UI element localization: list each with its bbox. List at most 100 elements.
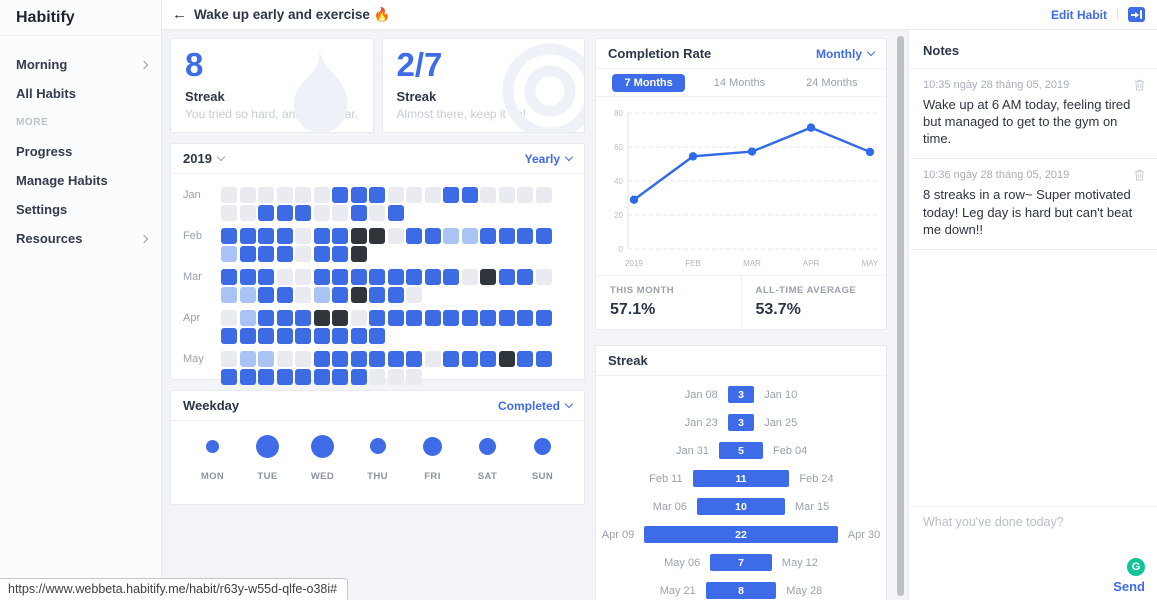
day-cell-completed[interactable]: [258, 205, 274, 221]
day-cell-completed[interactable]: [350, 269, 367, 285]
day-cell-completed[interactable]: [332, 369, 348, 385]
day-cell-none[interactable]: [461, 269, 478, 285]
day-cell-completed[interactable]: [387, 310, 404, 326]
day-cell-none[interactable]: [387, 187, 404, 203]
trash-icon[interactable]: [1134, 79, 1145, 91]
day-cell-completed[interactable]: [313, 328, 330, 344]
day-cell-completed[interactable]: [221, 228, 237, 244]
year-dropdown[interactable]: 2019: [183, 151, 226, 166]
day-cell-completed[interactable]: [424, 228, 441, 244]
day-cell-failed[interactable]: [350, 246, 367, 262]
day-cell-completed[interactable]: [258, 287, 274, 303]
day-cell-completed[interactable]: [276, 328, 293, 344]
day-cell-completed[interactable]: [313, 228, 330, 244]
day-cell-none[interactable]: [295, 246, 311, 262]
day-cell-none[interactable]: [350, 310, 367, 326]
completed-filter-dropdown[interactable]: Completed: [498, 399, 574, 413]
day-cell-completed[interactable]: [313, 269, 330, 285]
day-cell-completed[interactable]: [239, 246, 256, 262]
day-cell-partial[interactable]: [443, 228, 459, 244]
day-cell-completed[interactable]: [406, 228, 422, 244]
day-cell-completed[interactable]: [424, 310, 441, 326]
tab-14-months[interactable]: 14 Months: [713, 76, 766, 89]
day-cell-completed[interactable]: [387, 205, 404, 221]
edit-habit-button[interactable]: Edit Habit: [1051, 7, 1107, 22]
day-cell-completed[interactable]: [276, 205, 293, 221]
day-cell-completed[interactable]: [332, 228, 348, 244]
day-cell-completed[interactable]: [535, 228, 552, 244]
day-cell-completed[interactable]: [350, 328, 367, 344]
day-cell-failed[interactable]: [369, 228, 385, 244]
grammarly-icon[interactable]: G: [1127, 558, 1145, 576]
day-cell-completed[interactable]: [239, 269, 256, 285]
day-cell-completed[interactable]: [276, 310, 293, 326]
day-cell-completed[interactable]: [480, 228, 496, 244]
day-cell-completed[interactable]: [406, 269, 422, 285]
day-cell-completed[interactable]: [350, 187, 367, 203]
day-cell-none[interactable]: [313, 187, 330, 203]
day-cell-failed[interactable]: [313, 310, 330, 326]
day-cell-partial[interactable]: [221, 287, 237, 303]
day-cell-completed[interactable]: [387, 351, 404, 367]
day-cell-completed[interactable]: [369, 187, 385, 203]
sidebar-item-resources[interactable]: Resources: [0, 224, 161, 253]
day-cell-completed[interactable]: [517, 351, 533, 367]
vertical-scrollbar[interactable]: [897, 36, 904, 596]
day-cell-completed[interactable]: [332, 246, 348, 262]
day-cell-none[interactable]: [387, 369, 404, 385]
day-cell-completed[interactable]: [369, 310, 385, 326]
day-cell-completed[interactable]: [350, 205, 367, 221]
period-dropdown[interactable]: Yearly: [525, 152, 574, 166]
day-cell-completed[interactable]: [258, 246, 274, 262]
day-cell-completed[interactable]: [276, 228, 293, 244]
day-cell-completed[interactable]: [258, 369, 274, 385]
day-cell-completed[interactable]: [276, 287, 293, 303]
day-cell-none[interactable]: [313, 205, 330, 221]
collapse-panel-icon[interactable]: [1128, 7, 1145, 22]
day-cell-completed[interactable]: [517, 269, 533, 285]
day-cell-completed[interactable]: [332, 351, 348, 367]
day-cell-completed[interactable]: [498, 269, 515, 285]
sidebar-item-settings[interactable]: Settings: [0, 195, 161, 224]
day-cell-completed[interactable]: [350, 351, 367, 367]
day-cell-completed[interactable]: [221, 328, 237, 344]
day-cell-none[interactable]: [295, 228, 311, 244]
send-button[interactable]: Send: [1113, 579, 1145, 594]
day-cell-none[interactable]: [480, 187, 496, 203]
day-cell-completed[interactable]: [424, 269, 441, 285]
sidebar-item-morning[interactable]: Morning: [0, 50, 161, 79]
day-cell-completed[interactable]: [295, 369, 311, 385]
day-cell-partial[interactable]: [461, 228, 478, 244]
day-cell-completed[interactable]: [276, 246, 293, 262]
day-cell-completed[interactable]: [369, 328, 385, 344]
day-cell-completed[interactable]: [239, 369, 256, 385]
tab-24-months[interactable]: 24 Months: [806, 76, 858, 89]
day-cell-completed[interactable]: [313, 246, 330, 262]
day-cell-none[interactable]: [276, 187, 293, 203]
day-cell-completed[interactable]: [276, 369, 293, 385]
day-cell-completed[interactable]: [313, 351, 330, 367]
day-cell-none[interactable]: [295, 187, 311, 203]
day-cell-completed[interactable]: [406, 351, 422, 367]
day-cell-completed[interactable]: [498, 228, 515, 244]
tab-7-months[interactable]: 7 Months: [612, 73, 685, 92]
day-cell-completed[interactable]: [369, 287, 385, 303]
day-cell-completed[interactable]: [443, 269, 459, 285]
day-cell-none[interactable]: [221, 187, 237, 203]
day-cell-none[interactable]: [406, 287, 422, 303]
day-cell-completed[interactable]: [461, 310, 478, 326]
day-cell-none[interactable]: [276, 351, 293, 367]
day-cell-failed[interactable]: [498, 351, 515, 367]
day-cell-completed[interactable]: [517, 310, 533, 326]
day-cell-completed[interactable]: [369, 269, 385, 285]
day-cell-failed[interactable]: [332, 310, 348, 326]
day-cell-completed[interactable]: [387, 287, 404, 303]
day-cell-failed[interactable]: [350, 287, 367, 303]
day-cell-partial[interactable]: [313, 287, 330, 303]
day-cell-none[interactable]: [239, 205, 256, 221]
day-cell-none[interactable]: [424, 187, 441, 203]
day-cell-none[interactable]: [517, 187, 533, 203]
day-cell-failed[interactable]: [350, 228, 367, 244]
day-cell-completed[interactable]: [443, 310, 459, 326]
day-cell-none[interactable]: [239, 187, 256, 203]
